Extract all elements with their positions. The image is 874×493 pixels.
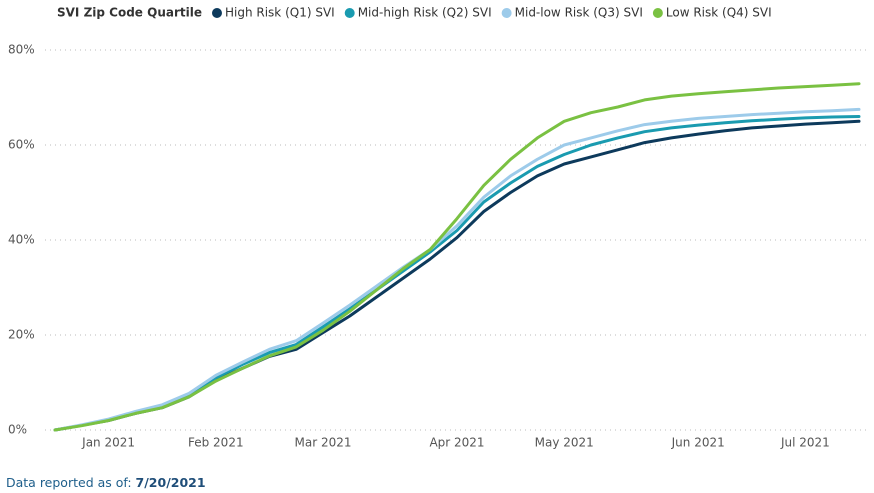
footnote-text: Data reported as of: (6, 475, 132, 490)
legend-marker (652, 8, 663, 18)
legend-marker (501, 8, 512, 18)
legend-label: High Risk (Q1) SVI (225, 6, 335, 20)
legend-label: Low Risk (Q4) SVI (666, 6, 772, 20)
x-tick-label: Jul 2021 (780, 436, 830, 450)
x-tick-label: Mar 2021 (295, 436, 352, 450)
legend-marker (211, 8, 222, 18)
legend-marker (344, 8, 355, 18)
series-line (53, 119, 861, 432)
y-tick-label: 0% (8, 423, 27, 437)
legend-title: SVI Zip Code Quartile (57, 6, 202, 20)
series-line (53, 82, 861, 432)
x-tick-label: May 2021 (535, 436, 594, 450)
y-tick-label: 40% (8, 233, 35, 247)
series-line (53, 107, 861, 432)
y-tick-label: 60% (8, 138, 35, 152)
x-tick-label: Jun 2021 (671, 436, 725, 450)
y-tick-label: 20% (8, 328, 35, 342)
legend-label: Mid-low Risk (Q3) SVI (515, 6, 643, 20)
legend-label: Mid-high Risk (Q2) SVI (358, 6, 492, 20)
x-tick-label: Feb 2021 (188, 436, 244, 450)
y-tick-label: 80% (8, 43, 35, 57)
footnote: Data reported as of: 7/20/2021 (6, 475, 206, 490)
series-line (53, 115, 861, 432)
x-tick-label: Apr 2021 (429, 436, 484, 450)
x-tick-label: Jan 2021 (81, 436, 135, 450)
footnote-date: 7/20/2021 (136, 475, 206, 490)
